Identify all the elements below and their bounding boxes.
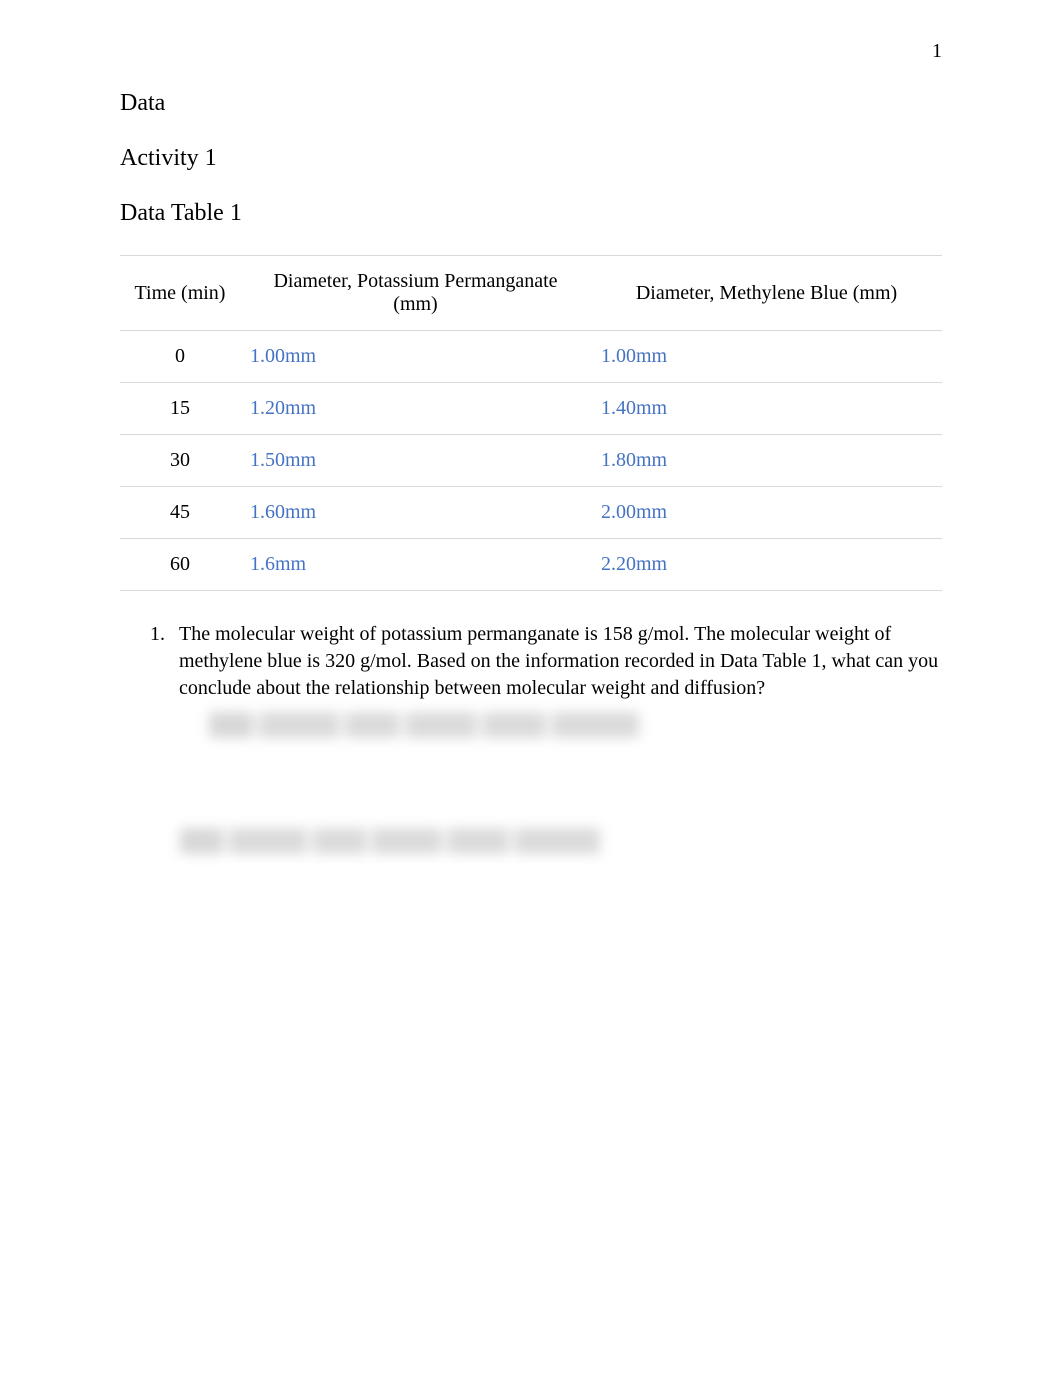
col-header-mb: Diameter, Methylene Blue (mm) bbox=[591, 256, 942, 331]
cell-time: 15 bbox=[120, 383, 240, 435]
col-header-time: Time (min) bbox=[120, 256, 240, 331]
table-row: 15 1.20mm 1.40mm bbox=[120, 383, 942, 435]
cell-pp: 1.50mm bbox=[240, 435, 591, 487]
cell-time: 45 bbox=[120, 487, 240, 539]
cell-pp: 1.00mm bbox=[240, 331, 591, 383]
table-row: 0 1.00mm 1.00mm bbox=[120, 331, 942, 383]
table-row: 60 1.6mm 2.20mm bbox=[120, 539, 942, 591]
cell-time: 0 bbox=[120, 331, 240, 383]
question-text: The molecular weight of potassium perman… bbox=[179, 621, 942, 738]
document-page: 1 Data Activity 1 Data Table 1 Time (min… bbox=[0, 0, 1062, 1376]
page-number: 1 bbox=[932, 40, 942, 63]
cell-time: 30 bbox=[120, 435, 240, 487]
cell-mb: 2.00mm bbox=[591, 487, 942, 539]
heading-table: Data Table 1 bbox=[120, 200, 942, 227]
table-row: 30 1.50mm 1.80mm bbox=[120, 435, 942, 487]
cell-mb: 1.00mm bbox=[591, 331, 942, 383]
cell-mb: 1.80mm bbox=[591, 435, 942, 487]
heading-data: Data bbox=[120, 90, 942, 117]
table-row: 45 1.60mm 2.00mm bbox=[120, 487, 942, 539]
col-header-pp: Diameter, Potassium Permanganate (mm) bbox=[240, 256, 591, 331]
cell-pp: 1.20mm bbox=[240, 383, 591, 435]
question-number: 1. bbox=[150, 621, 165, 738]
heading-activity: Activity 1 bbox=[120, 145, 942, 172]
table-header-row: Time (min) Diameter, Potassium Permangan… bbox=[120, 256, 942, 331]
data-table-1: Time (min) Diameter, Potassium Permangan… bbox=[120, 255, 942, 591]
cell-mb: 1.40mm bbox=[591, 383, 942, 435]
cell-time: 60 bbox=[120, 539, 240, 591]
blurred-answer-line bbox=[209, 712, 639, 738]
cell-pp: 1.6mm bbox=[240, 539, 591, 591]
cell-mb: 2.20mm bbox=[591, 539, 942, 591]
blurred-answer-line bbox=[180, 828, 600, 854]
question-body-text: The molecular weight of potassium perman… bbox=[179, 623, 938, 699]
cell-pp: 1.60mm bbox=[240, 487, 591, 539]
question-1: 1. The molecular weight of potassium per… bbox=[120, 621, 942, 738]
